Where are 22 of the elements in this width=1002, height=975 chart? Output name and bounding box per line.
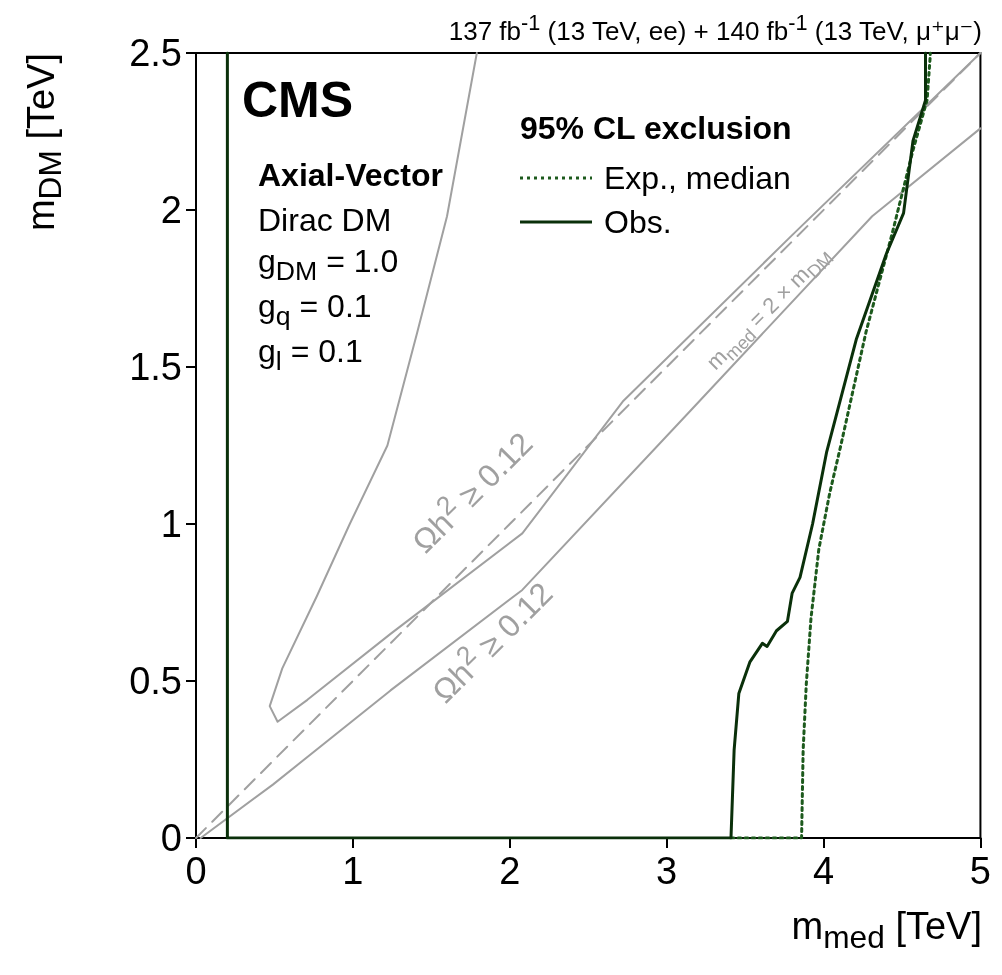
- annotation: g$_{l}$ = 0.1: [258, 333, 363, 376]
- legend-label: Exp., median: [604, 160, 791, 196]
- y-tick-label: 0: [160, 817, 182, 859]
- x-axis-title: m$_{med}$ [TeV]: [791, 904, 982, 955]
- x-tick-label: 3: [656, 850, 678, 892]
- annotation: Axial-Vector: [258, 157, 443, 193]
- y-tick-label: 0.5: [129, 660, 182, 702]
- x-tick-label: 1: [342, 850, 364, 892]
- legend-label: Obs.: [604, 204, 672, 240]
- annotation: Dirac DM: [258, 202, 392, 238]
- x-tick-label: 2: [499, 850, 521, 892]
- y-tick-label: 2.5: [129, 32, 182, 74]
- chart-title: 137 fb$^{-1}$ (13 TeV, ee) + 140 fb$^{-1}$ (13 TeV, μ⁺μ⁻): [448, 10, 982, 46]
- y-tick-label: 2: [160, 189, 182, 231]
- x-tick-label: 5: [969, 850, 991, 892]
- annotation: CMS: [242, 72, 354, 128]
- annotation: g$_{q}$ = 0.1: [258, 288, 372, 331]
- legend-title: 95% CL exclusion: [520, 110, 792, 146]
- x-tick-label: 4: [812, 850, 835, 892]
- y-tick-label: 1: [160, 503, 182, 545]
- annotation: g$_{DM}$ = 1.0: [258, 243, 399, 286]
- y-tick-label: 1.5: [129, 346, 182, 388]
